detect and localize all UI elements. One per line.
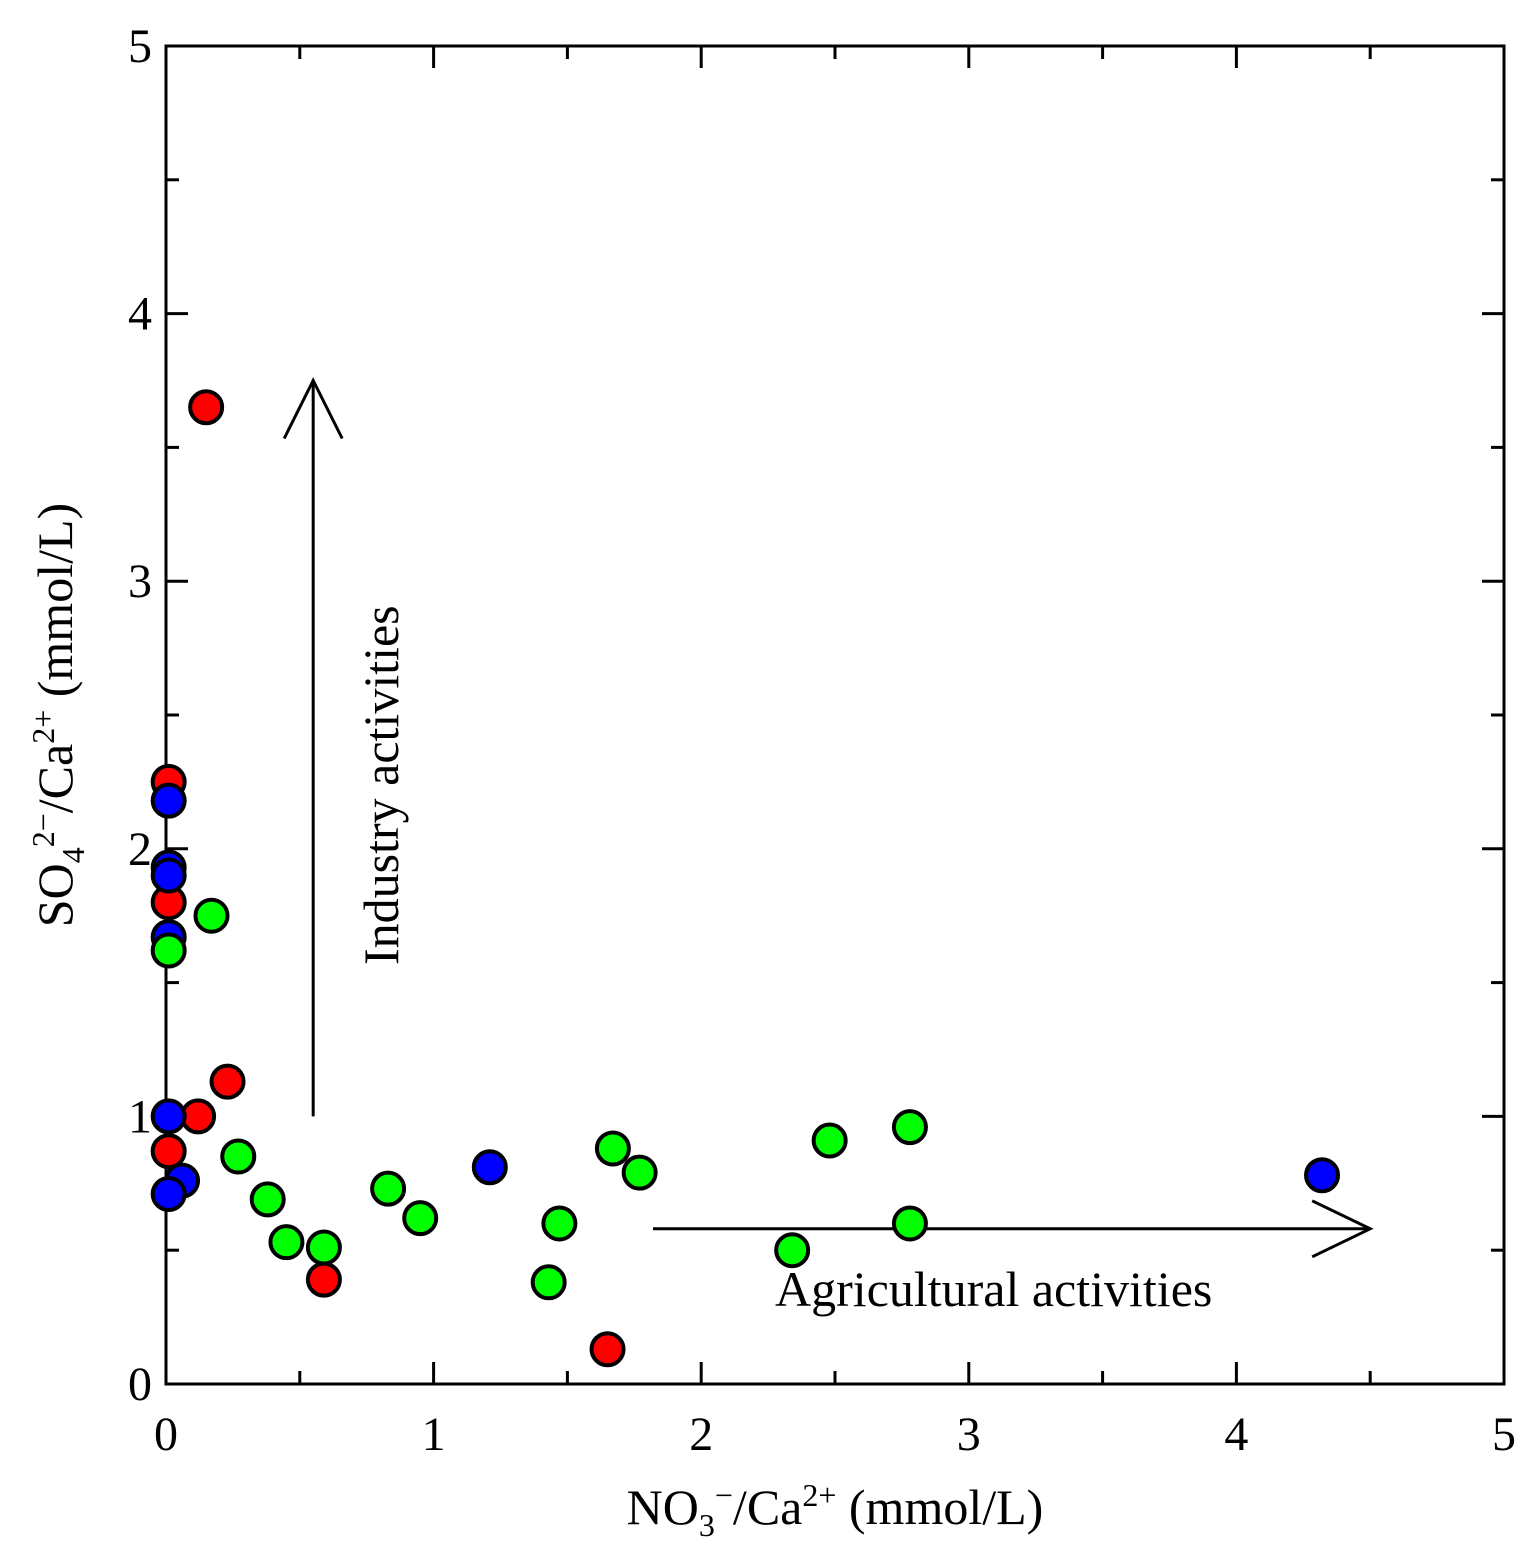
y-axis-label: SO42−/Ca2+ (mmol/L) [25, 503, 91, 927]
red-data-point [209, 1063, 246, 1100]
red-data-point [589, 1331, 626, 1368]
green-data-point [530, 1264, 567, 1301]
green-data-point [268, 1224, 305, 1261]
red-data-point [305, 1261, 342, 1298]
y-tick-labels: 0 1 2 3 4 5 [128, 20, 152, 1411]
green-data-point [220, 1138, 257, 1175]
agricultural-annotation: Agricultural activities [775, 1261, 1212, 1317]
green-data-point [150, 932, 187, 969]
axis-ticks [164, 44, 1506, 1386]
green-data-point [370, 1170, 407, 1207]
x-tick-labels: 0 1 2 3 4 5 [154, 1408, 1516, 1461]
green-data-point [305, 1229, 342, 1266]
x-tick-label: 1 [422, 1408, 446, 1461]
green-data-point [193, 897, 230, 934]
green-data-point [621, 1154, 658, 1191]
green-data-point [594, 1130, 631, 1167]
agricultural-arrow [653, 1199, 1374, 1259]
industry-annotation: Industry activities [353, 605, 409, 965]
red-data-point [180, 1098, 217, 1135]
blue-data-point [150, 782, 187, 819]
blue-data-point [471, 1149, 508, 1186]
x-tick-label: 5 [1492, 1408, 1516, 1461]
x-tick-label: 3 [957, 1408, 981, 1461]
x-tick-label: 4 [1224, 1408, 1248, 1461]
green-data-point [402, 1200, 439, 1237]
green-data-point [541, 1205, 578, 1242]
x-tick-label: 0 [154, 1408, 178, 1461]
x-axis-label: NO3−/Ca2+ (mmol/L) [627, 1477, 1044, 1543]
blue-data-point [150, 1176, 187, 1213]
green-data-point [774, 1232, 811, 1269]
y-tick-label: 3 [128, 555, 152, 608]
red-data-point [188, 389, 225, 426]
agricultural-arrow-head [1311, 1199, 1374, 1259]
green-data-point [891, 1109, 928, 1146]
y-tick-label: 5 [128, 20, 152, 73]
green-data-point [811, 1122, 848, 1159]
blue-data-point [150, 1098, 187, 1135]
industry-arrow-head [282, 377, 344, 440]
blue-data-point [1304, 1157, 1341, 1194]
data-points [150, 389, 1341, 1368]
y-tick-label: 4 [128, 288, 152, 341]
x-tick-label: 2 [689, 1408, 713, 1461]
y-tick-label: 2 [128, 823, 152, 876]
y-tick-label: 0 [128, 1358, 152, 1411]
red-data-point [150, 1133, 187, 1170]
y-tick-label: 1 [128, 1090, 152, 1143]
blue-data-point [150, 857, 187, 894]
green-data-point [249, 1181, 286, 1218]
green-data-point [891, 1205, 928, 1242]
industry-arrow [282, 377, 344, 1117]
